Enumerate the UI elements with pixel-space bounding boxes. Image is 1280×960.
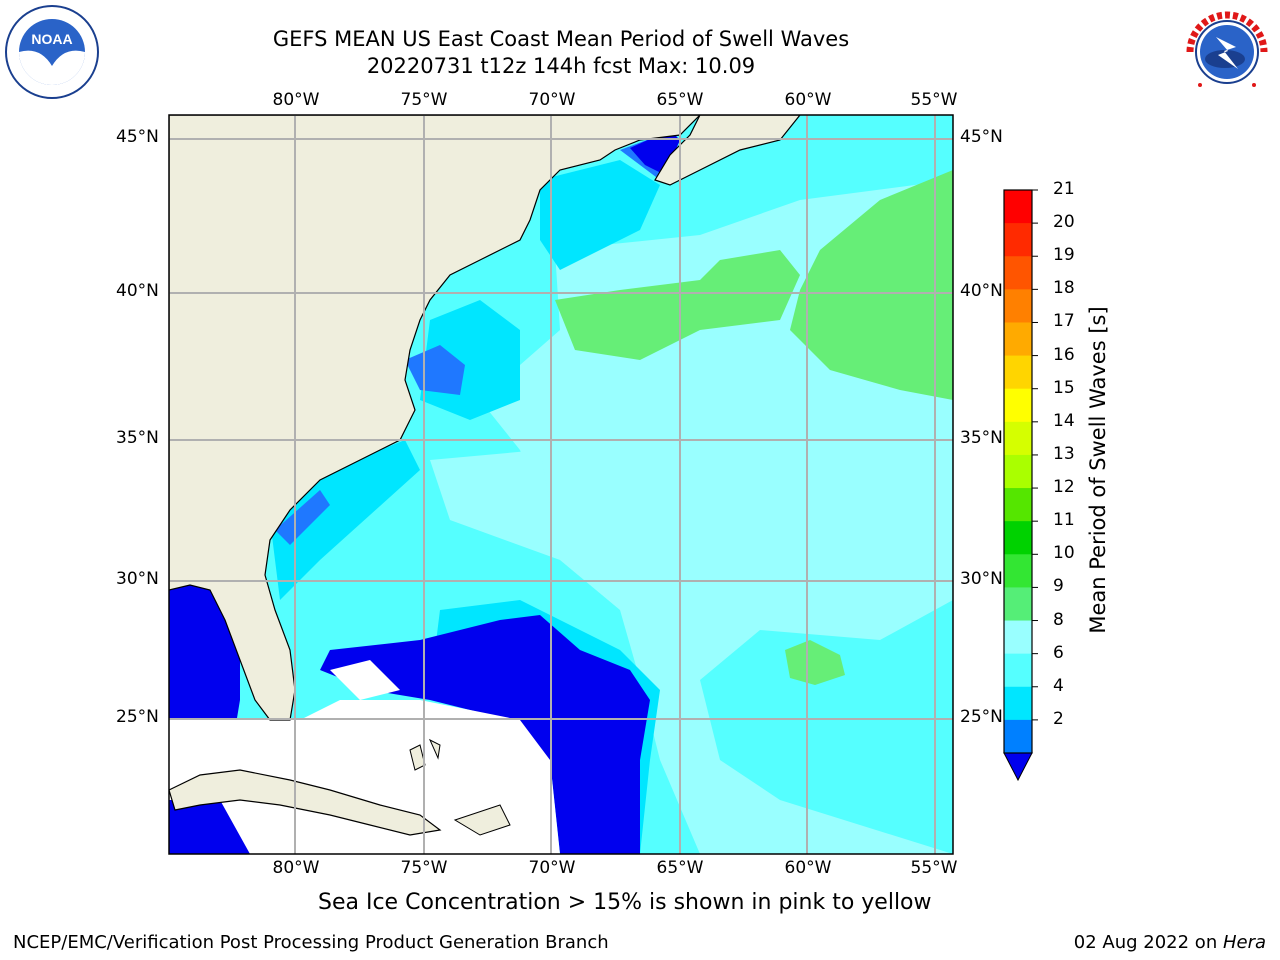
no-data-caribbean (169, 700, 560, 854)
bahamas-island (428, 738, 441, 760)
lat-label-left: 30°N (116, 569, 159, 589)
colorbar-segment (1004, 653, 1032, 688)
colorbar-segment (1004, 289, 1032, 323)
colorbar-tick-label: 11 (1053, 510, 1075, 531)
colorbar-tick-label: 10 (1053, 543, 1075, 564)
svg-text:NOAA: NOAA (31, 31, 72, 47)
ocean-swell-2-4-patch (405, 345, 465, 395)
colorbar-segment (1004, 554, 1032, 588)
chart-title: GEFS MEAN US East Coast Mean Period of S… (272, 27, 850, 51)
ocean-swell-4-6-gulf-of-maine (540, 160, 660, 270)
national-weather-service-logo (1180, 5, 1274, 99)
colorbar-label: Mean Period of Swell Waves [s] (1086, 306, 1110, 634)
colorbar-segment (1004, 190, 1032, 224)
colorbar-tick-label: 2 (1053, 708, 1064, 729)
colorbar-tick-label: 18 (1053, 278, 1075, 299)
colorbar-segment (1004, 388, 1032, 423)
lat-label-left: 40°N (116, 281, 159, 301)
ocean-swell-2-4-coast (275, 490, 330, 545)
lat-label-left: 35°N (116, 428, 159, 448)
ocean-swell-below-2-bahamas (320, 615, 650, 854)
lat-label-right: 45°N (960, 127, 1003, 147)
colorbar-segment (1004, 719, 1032, 754)
colorbar-tick-label: 20 (1053, 212, 1075, 233)
lon-label-top: 80°W (272, 90, 320, 110)
colorbar-segment (1004, 686, 1032, 721)
colorbar-tick-label: 21 (1053, 179, 1075, 199)
colorbar-segment (1004, 488, 1032, 522)
noaa-logo: NOAA (5, 5, 99, 99)
ocean-swell-8-9-patch (430, 450, 560, 560)
lon-label-top: 55°W (910, 90, 958, 110)
colorbar-tick-label: 13 (1053, 443, 1075, 464)
ocean-swell-9-10-b (790, 170, 953, 400)
colorbar-frame (1003, 189, 1033, 754)
colorbar-tick-label: 19 (1053, 245, 1075, 266)
ocean-swell-9-10-c (785, 640, 845, 685)
colorbar-segment (1004, 421, 1032, 456)
lat-label-right: 35°N (960, 428, 1003, 448)
colorbar-segment (1004, 322, 1032, 357)
lon-label-top: 65°W (656, 90, 704, 110)
lon-label-bottom: 80°W (272, 858, 320, 878)
colorbar-segment (1004, 587, 1032, 622)
colorbar-tick-label: 16 (1053, 344, 1075, 365)
hispaniola-land (453, 804, 511, 836)
colorbar-tick-label: 6 (1053, 642, 1064, 663)
colorbar-segment (1004, 256, 1032, 290)
lon-label-bottom: 65°W (656, 858, 704, 878)
graticule (169, 115, 953, 854)
ocean-swell-6-8-south (700, 600, 953, 854)
lat-label-left: 45°N (116, 127, 159, 147)
lon-label-bottom: 60°W (784, 858, 832, 878)
lon-label-bottom: 55°W (910, 858, 958, 878)
footer-date-text: 02 Aug 2022 on (1073, 932, 1223, 953)
colorbar-tick-label: 4 (1053, 675, 1064, 696)
colorbar-tick-label: 12 (1053, 477, 1075, 498)
lat-label-right: 40°N (960, 281, 1003, 301)
colorbar-segment (1004, 355, 1032, 390)
map-frame (168, 114, 954, 855)
colorbar-segment (1004, 620, 1032, 655)
colorbar-under-arrow (1003, 752, 1033, 782)
colorbar-tick-label: 8 (1053, 609, 1064, 630)
lon-label-bottom: 75°W (400, 858, 448, 878)
lon-label-top: 60°W (784, 90, 832, 110)
chart-subtitle: 20220731 t12z 144h fcst Max: 10.09 (366, 54, 756, 78)
lon-label-bottom: 70°W (528, 858, 576, 878)
ocean-swell-9-10-a (555, 250, 800, 360)
colorbar-segment (1004, 223, 1032, 257)
ocean-swell-4-6-southeast (270, 440, 420, 600)
lat-label-left: 25°N (116, 707, 159, 727)
colorbar-tick-label: 15 (1053, 377, 1075, 398)
lon-label-top: 75°W (400, 90, 448, 110)
footer-producer: NCEP/EMC/Verification Post Processing Pr… (13, 932, 609, 953)
footer-machine: Hera (1222, 932, 1266, 953)
colorbar-tick-label: 14 (1053, 410, 1075, 431)
lat-label-right: 30°N (960, 569, 1003, 589)
colorbar-tick-label: 17 (1053, 311, 1075, 332)
lat-label-right: 25°N (960, 707, 1003, 727)
footer-date: 02 Aug 2022 on Hera (1074, 932, 1266, 953)
sea-ice-note: Sea Ice Concentration > 15% is shown in … (318, 890, 932, 915)
no-data-bahamas (330, 660, 400, 700)
colorbar-segment (1004, 521, 1032, 555)
colorbar-segment (1004, 454, 1032, 489)
lon-label-top: 70°W (528, 90, 576, 110)
colorbar-tick-label: 9 (1053, 576, 1064, 597)
